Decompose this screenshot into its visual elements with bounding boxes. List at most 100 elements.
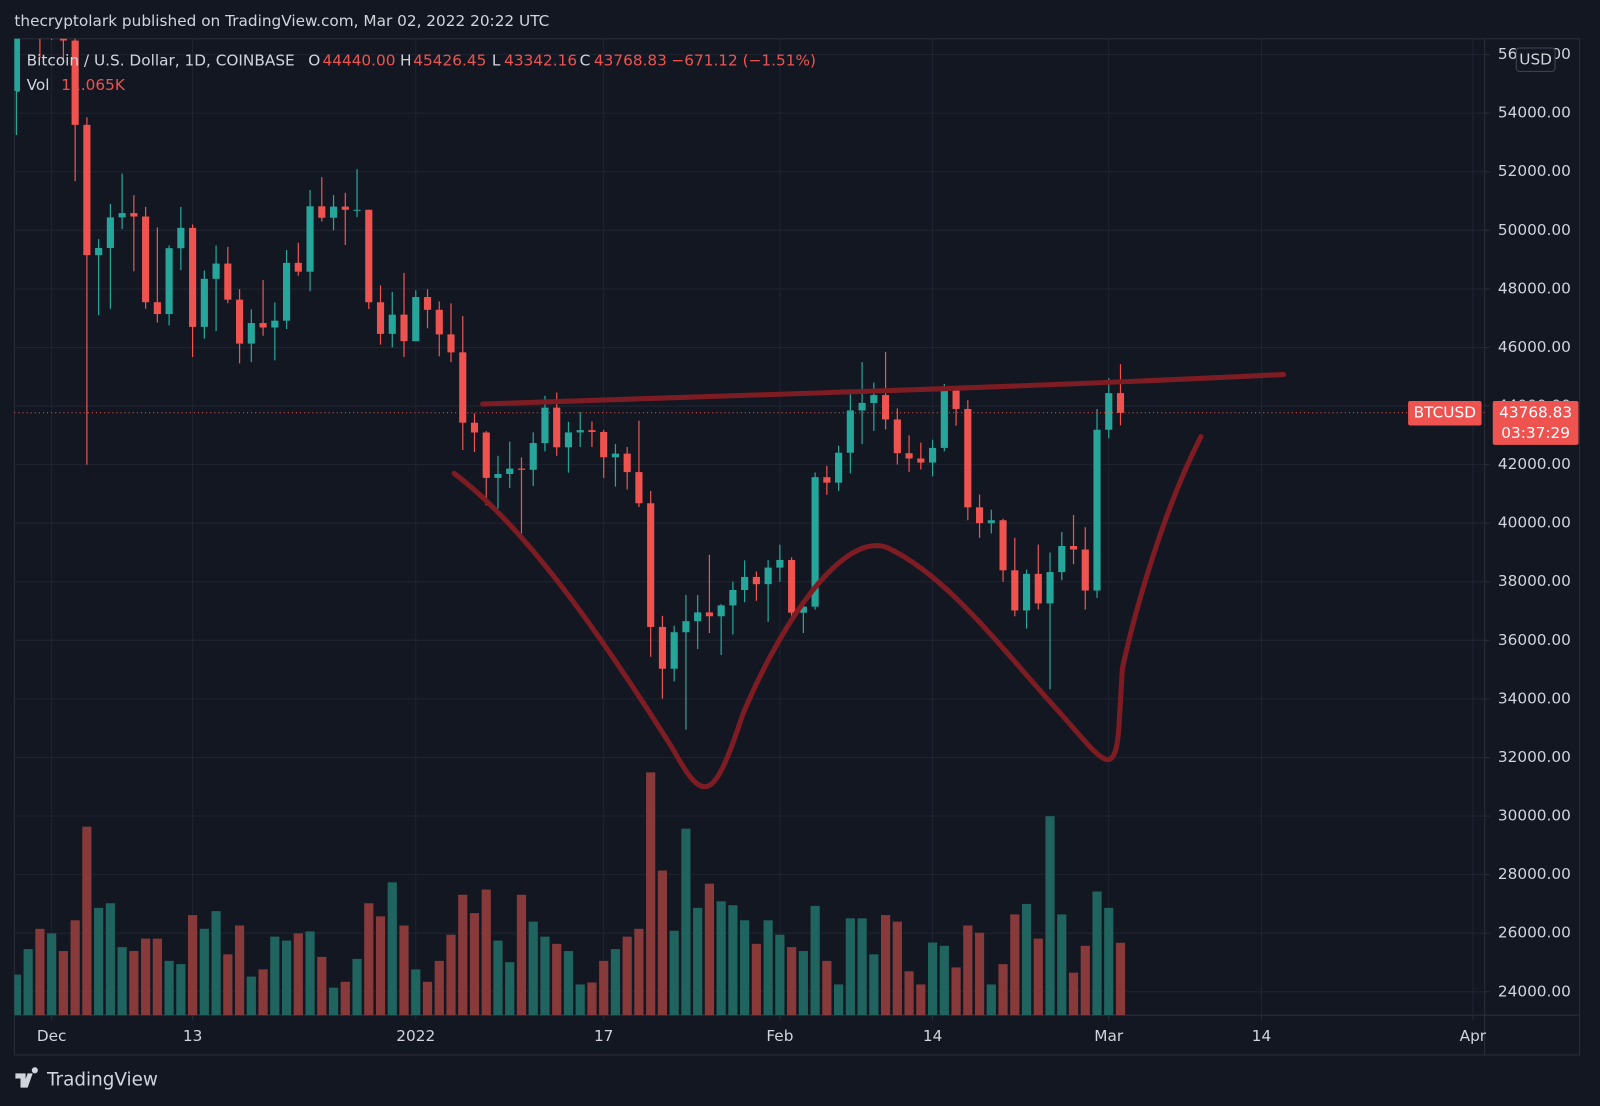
volume-bar [751, 943, 761, 1016]
candle-body [858, 402, 866, 411]
volume-bar [328, 987, 339, 1016]
candle-body [106, 217, 114, 248]
x-tick-label: 13 [183, 1027, 202, 1045]
volume-bar [375, 916, 386, 1016]
candle-body [893, 419, 901, 454]
volume-bar [94, 907, 104, 1016]
volume-bar [23, 949, 33, 1016]
price-tag [1492, 400, 1579, 445]
candle-body [365, 209, 373, 303]
publisher-header: thecryptolark published on TradingView.c… [14, 12, 549, 30]
candle-body [717, 605, 725, 617]
y-tick-label: 30000.00 [1498, 807, 1571, 825]
candle-body [282, 262, 291, 321]
volume-bar [1080, 945, 1090, 1016]
axes: 24000.00 26000.00 28000.00 30000.00 32000.00… [37, 45, 1571, 1045]
volume-bar [787, 947, 797, 1016]
candle-body [517, 468, 526, 470]
inverse-head-shoulders-drawing [451, 434, 1204, 790]
candle-body [1022, 573, 1031, 611]
y-tick-label: 26000.00 [1498, 924, 1571, 942]
volume-bar [587, 982, 597, 1016]
volume-bar [798, 951, 808, 1016]
candle-body [177, 227, 185, 249]
volume-bar [446, 934, 456, 1016]
candle-body [459, 352, 467, 423]
volume-bar [188, 915, 198, 1016]
volume-bar [246, 976, 256, 1016]
volume-bar [411, 969, 421, 1016]
candle-body [318, 206, 326, 218]
volume-bar [1115, 942, 1126, 1016]
candle-body [870, 395, 878, 403]
volume-bar [1104, 907, 1114, 1016]
candle-body [236, 299, 244, 344]
x-tick-label: 17 [594, 1027, 613, 1045]
candle-body [564, 432, 573, 448]
candle-body [600, 432, 608, 458]
currency-label[interactable]: USD [1519, 51, 1552, 69]
candle-body [694, 612, 702, 622]
volume-bar [869, 954, 879, 1016]
volume-bar [646, 772, 656, 1016]
symbol-tag [1408, 400, 1482, 426]
volume-bar [141, 938, 151, 1016]
candle-body [1046, 572, 1054, 604]
volume-bar [845, 918, 855, 1016]
volume-bar [14, 974, 22, 1016]
candle-body [400, 314, 408, 342]
volume-bar [164, 960, 174, 1016]
currency-button[interactable] [1515, 47, 1556, 72]
volume-bar [916, 984, 926, 1016]
candle-body [541, 407, 549, 444]
candle-body [999, 520, 1007, 571]
candle-body [189, 227, 197, 327]
candle-body [259, 323, 267, 328]
candle-body [1093, 429, 1101, 591]
volume-bar [728, 905, 738, 1016]
volume-bar [117, 947, 127, 1016]
candle-body [940, 389, 948, 448]
candle-body [682, 621, 690, 633]
candle-body [329, 206, 338, 218]
volume-bar [704, 883, 714, 1016]
candle-body [71, 40, 79, 125]
candle-body [470, 422, 479, 433]
volume-bar [258, 969, 268, 1016]
candle-body [212, 263, 220, 279]
volume-bar [657, 870, 668, 1016]
candle-body [271, 320, 279, 328]
candle-body [788, 559, 796, 613]
candle-body [905, 453, 913, 459]
candle-body [729, 590, 737, 606]
y-tick-label: 48000.00 [1498, 279, 1571, 297]
candle-body [1034, 573, 1042, 604]
volume-bar [599, 960, 609, 1016]
volume-bar [963, 925, 973, 1016]
y-tick-label: 54000.00 [1498, 104, 1571, 122]
candle-body [882, 395, 890, 420]
candle-body [83, 124, 91, 256]
volume-bar [317, 956, 327, 1016]
volume-bar [340, 981, 350, 1016]
volume-bar [927, 942, 938, 1016]
drawings [451, 371, 1287, 790]
symbol-tag-label: BTCUSD [1414, 404, 1476, 422]
volume-bar [281, 940, 292, 1016]
volume-bar [70, 920, 80, 1016]
volume-bar [634, 928, 644, 1016]
legend-key: L [492, 52, 501, 70]
x-tick-label: Mar [1094, 1027, 1124, 1045]
candle-body [353, 209, 361, 211]
volume-bar [939, 945, 949, 1016]
candle-body [306, 206, 314, 272]
candle-body [506, 468, 514, 475]
candle-body [294, 262, 302, 272]
candle-body [1116, 393, 1125, 413]
candle-body [588, 430, 596, 433]
candle-body [118, 213, 126, 218]
candle-body [423, 297, 432, 310]
volume-bar [35, 928, 45, 1016]
candle-body [776, 559, 784, 568]
